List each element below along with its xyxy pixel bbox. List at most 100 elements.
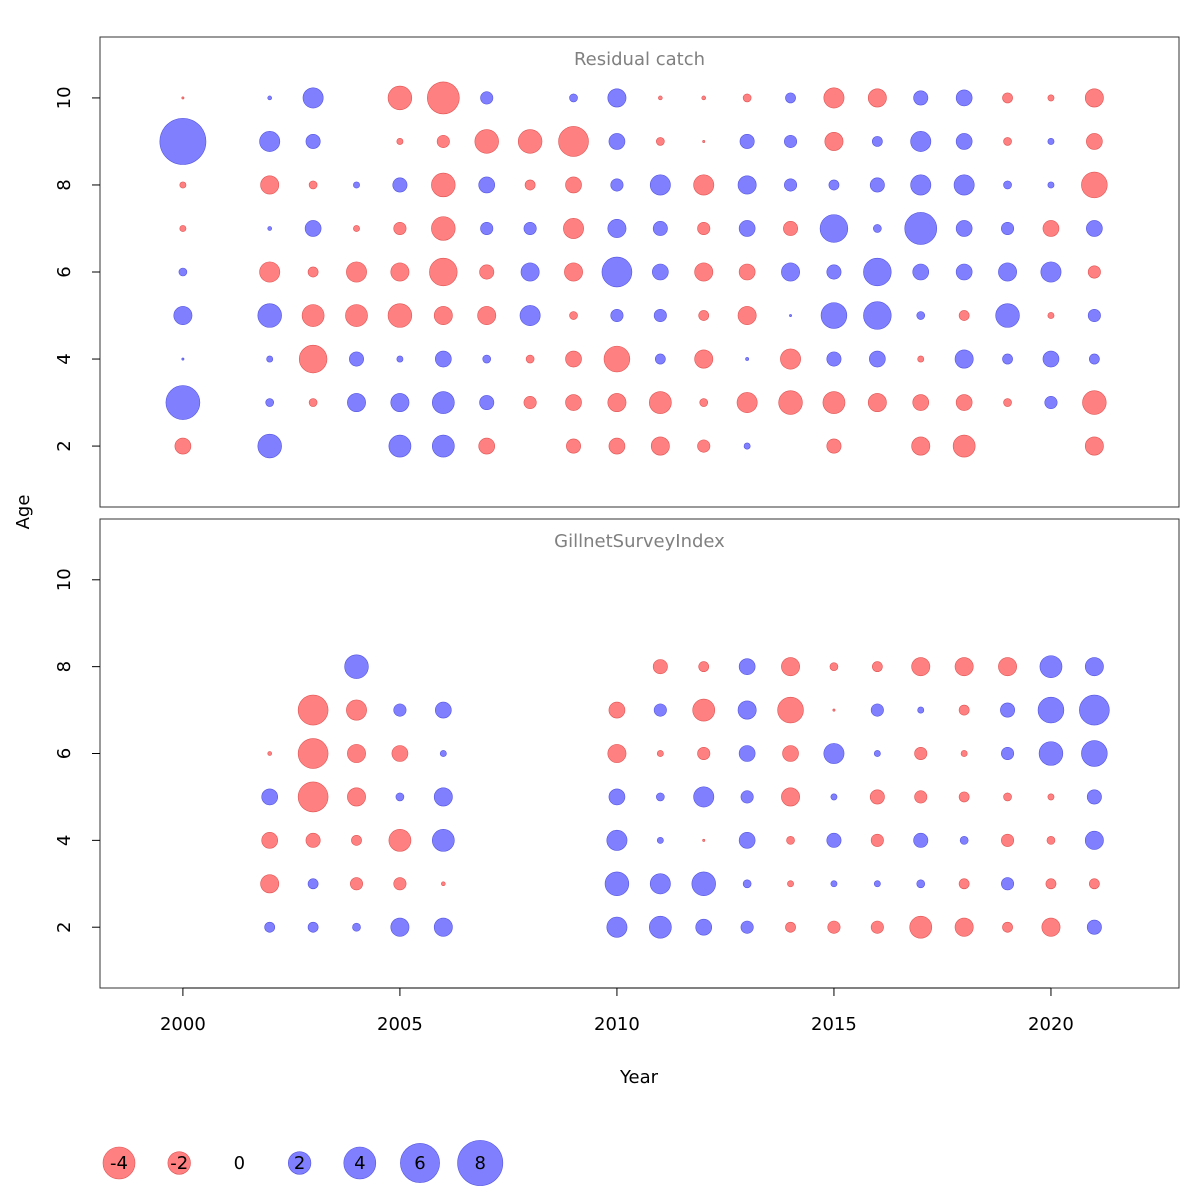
bubble <box>1039 655 1063 678</box>
bubble <box>702 838 706 842</box>
bubble <box>267 751 272 756</box>
bubble <box>778 390 803 415</box>
bubble <box>782 745 799 762</box>
bubble <box>479 264 495 280</box>
bubble <box>387 303 413 328</box>
bubble <box>870 833 884 847</box>
bubble <box>697 747 711 760</box>
bubble <box>737 700 757 720</box>
bubble <box>954 349 974 369</box>
bubble <box>742 879 752 889</box>
bubble <box>1003 180 1012 190</box>
bubble <box>297 738 329 769</box>
bubble <box>1042 220 1060 237</box>
bubble <box>439 750 447 757</box>
bubble <box>740 790 754 804</box>
bubble <box>740 920 754 934</box>
bubble <box>610 178 624 192</box>
bubble <box>695 918 713 936</box>
bubble <box>911 657 931 677</box>
bubble <box>308 398 318 407</box>
bubble <box>1002 353 1013 365</box>
bubble <box>565 394 582 411</box>
bubble <box>480 91 494 105</box>
bubble <box>871 136 883 147</box>
bubble <box>958 878 970 890</box>
bubble <box>824 132 844 151</box>
bubble <box>738 263 756 281</box>
bubble <box>873 224 882 233</box>
bubble <box>995 303 1020 328</box>
bubble <box>603 345 631 373</box>
bubble <box>298 344 328 374</box>
bubble <box>307 921 319 933</box>
bubble <box>787 880 794 888</box>
bubble <box>257 303 282 328</box>
bubble <box>1001 221 1015 235</box>
panel-frame <box>99 518 1180 989</box>
bubble <box>435 701 452 719</box>
bubble <box>873 880 881 888</box>
bubble <box>607 393 627 412</box>
bubble <box>702 140 706 143</box>
bubble <box>830 793 838 801</box>
bubble <box>820 302 848 329</box>
bubble <box>954 917 974 937</box>
bubble <box>738 658 756 675</box>
bubble <box>910 131 932 152</box>
x-tick-label: 2010 <box>594 1014 640 1035</box>
bubble <box>431 216 456 241</box>
bubble <box>435 350 452 368</box>
bubble <box>784 178 798 192</box>
legend-bubble <box>102 1146 136 1180</box>
bubble <box>1045 878 1057 890</box>
bubble <box>173 306 193 325</box>
bubble <box>652 221 668 236</box>
bubble <box>1087 265 1101 279</box>
bubble <box>304 220 322 237</box>
bubble <box>1003 398 1012 407</box>
bubble <box>474 129 499 154</box>
bubble <box>433 787 453 807</box>
panel-title: Residual catch <box>574 49 705 70</box>
bubble <box>606 916 628 938</box>
bubble <box>913 832 929 848</box>
bubble <box>388 434 412 458</box>
bubble <box>736 392 758 413</box>
legend-label: -4 <box>110 1153 128 1174</box>
bubble <box>1082 390 1107 415</box>
bubble <box>863 301 892 330</box>
bubble <box>909 915 933 939</box>
bubble <box>694 262 714 282</box>
y-tick-label: 2 <box>54 440 75 451</box>
bubble <box>1084 88 1104 108</box>
bubble <box>390 917 410 937</box>
bubble <box>1002 92 1013 104</box>
bubble <box>351 834 362 846</box>
bubble <box>654 353 666 365</box>
bubble <box>656 836 664 844</box>
bubble <box>260 175 280 195</box>
bubble <box>738 745 756 762</box>
bubble <box>867 88 887 108</box>
bubble <box>346 261 367 283</box>
bubble <box>179 181 187 189</box>
legend-bubble <box>167 1151 191 1175</box>
bubble <box>1084 830 1104 850</box>
bubble <box>914 747 928 760</box>
bubble <box>917 355 925 363</box>
bubble <box>353 225 360 232</box>
bubble <box>955 89 973 107</box>
bubble <box>563 218 584 239</box>
bubble <box>701 95 706 101</box>
bubble <box>396 355 404 363</box>
bubble <box>525 354 535 364</box>
bubble <box>870 920 884 934</box>
bubble <box>692 698 716 722</box>
bubble <box>1047 94 1055 102</box>
bubble <box>826 351 842 367</box>
bubble <box>737 306 757 325</box>
bubble <box>305 832 321 848</box>
bubble <box>606 829 628 851</box>
